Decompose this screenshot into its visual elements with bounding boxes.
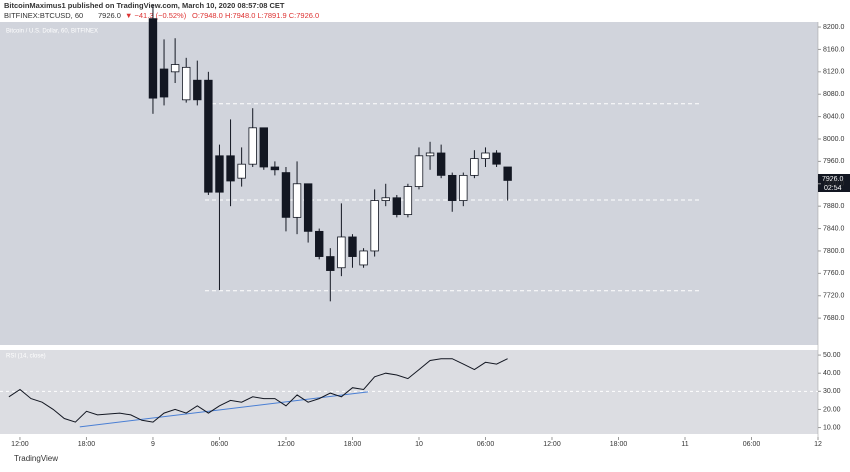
- y-tick-label: 7880.0: [823, 203, 845, 210]
- footer: TradingView: [14, 454, 58, 463]
- candle-body: [459, 174, 468, 201]
- candle-body: [503, 166, 512, 181]
- last: 7926.0: [98, 11, 121, 20]
- candle-body: [337, 236, 346, 269]
- y-tick-label: 7960.0: [823, 158, 845, 165]
- ohlc: O:7948.0 H:7948.0 L:7891.9 C:7926.0: [192, 11, 319, 20]
- candle-body: [481, 152, 490, 159]
- candle-body: [248, 127, 257, 165]
- candle-body: [259, 127, 268, 168]
- y-tick-label: 30.00: [823, 388, 841, 395]
- candle-body: [226, 155, 235, 182]
- x-tick-label: 10: [415, 441, 423, 448]
- legend: Bitcoin / U.S. Dollar, 60, BITFINEX: [6, 29, 98, 35]
- candle-body: [193, 79, 202, 101]
- candle-body: [315, 230, 324, 257]
- y-tick-label: 8200.0: [823, 24, 845, 31]
- candle-body: [204, 79, 213, 193]
- y-tick-label: 7720.0: [823, 293, 845, 300]
- y-tick-label: 8080.0: [823, 91, 845, 98]
- candle-body: [292, 183, 302, 218]
- price-tag-bg: [818, 174, 850, 192]
- y-tick-label: 7800.0: [823, 248, 845, 255]
- x-tick-label: 18:00: [344, 441, 362, 448]
- x-tick-label: 06:00: [477, 441, 495, 448]
- candle-body: [348, 236, 357, 257]
- x-tick-label: 12:00: [11, 441, 29, 448]
- x-tick-label: 12:00: [277, 441, 295, 448]
- candle-body: [381, 197, 390, 201]
- x-tick-label: 12:00: [543, 441, 561, 448]
- candle-body: [425, 152, 435, 157]
- price-tag: 7926.0: [822, 176, 844, 183]
- y-tick-label: 8120.0: [823, 69, 845, 76]
- x-tick-label: 06:00: [743, 441, 761, 448]
- candle-body: [436, 152, 446, 176]
- candle-body: [403, 186, 413, 215]
- x-tick-label: 06:00: [211, 441, 229, 448]
- y-tick-label: 7760.0: [823, 270, 845, 277]
- y-tick-label: 50.00: [823, 352, 841, 359]
- candle-body: [470, 158, 479, 176]
- y-tick-label: 7840.0: [823, 225, 845, 232]
- x-tick-label: 18:00: [78, 441, 96, 448]
- y-tick-label: 8000.0: [823, 136, 845, 143]
- rsi-line: [8, 358, 508, 423]
- y-tick-label: 7680.0: [823, 315, 845, 322]
- candle-body: [414, 155, 424, 187]
- rsi-title: RSI (14, close): [6, 354, 46, 360]
- x-tick-label: 18:00: [610, 441, 628, 448]
- candle-body: [215, 155, 224, 193]
- y-tick-label: 10.00: [823, 424, 841, 431]
- candle-body: [392, 197, 402, 215]
- countdown: 02:54: [824, 185, 842, 192]
- candle-body: [303, 183, 313, 232]
- x-tick-label: 9: [151, 441, 155, 448]
- candle-body: [270, 166, 280, 171]
- candle-body: [281, 172, 291, 218]
- candle-body: [148, 18, 158, 99]
- y-tick-label: 8040.0: [823, 113, 845, 120]
- candle-body: [170, 64, 180, 73]
- price-pane: [0, 22, 818, 345]
- candle-body: [237, 163, 246, 179]
- y-tick-label: 40.00: [823, 370, 841, 377]
- y-tick-label: 7920.0: [823, 181, 845, 188]
- candle-body: [159, 68, 169, 98]
- published: BitcoinMaximus1 published on TradingView…: [4, 1, 285, 10]
- candle-body: [492, 152, 501, 165]
- candle-body: [370, 200, 379, 252]
- candle-body: [182, 66, 191, 101]
- x-tick-label: 11: [681, 441, 688, 448]
- y-tick-label: 8160.0: [823, 46, 845, 53]
- x-tick-label: 12: [814, 441, 822, 448]
- change: ▼ −41.3 (−0.52%): [125, 11, 187, 20]
- y-tick-label: 20.00: [823, 406, 841, 413]
- candle-body: [359, 250, 368, 266]
- symbol: BITFINEX:BTCUSD, 60: [4, 11, 83, 20]
- candle-body: [448, 174, 457, 201]
- candle-body: [326, 256, 335, 271]
